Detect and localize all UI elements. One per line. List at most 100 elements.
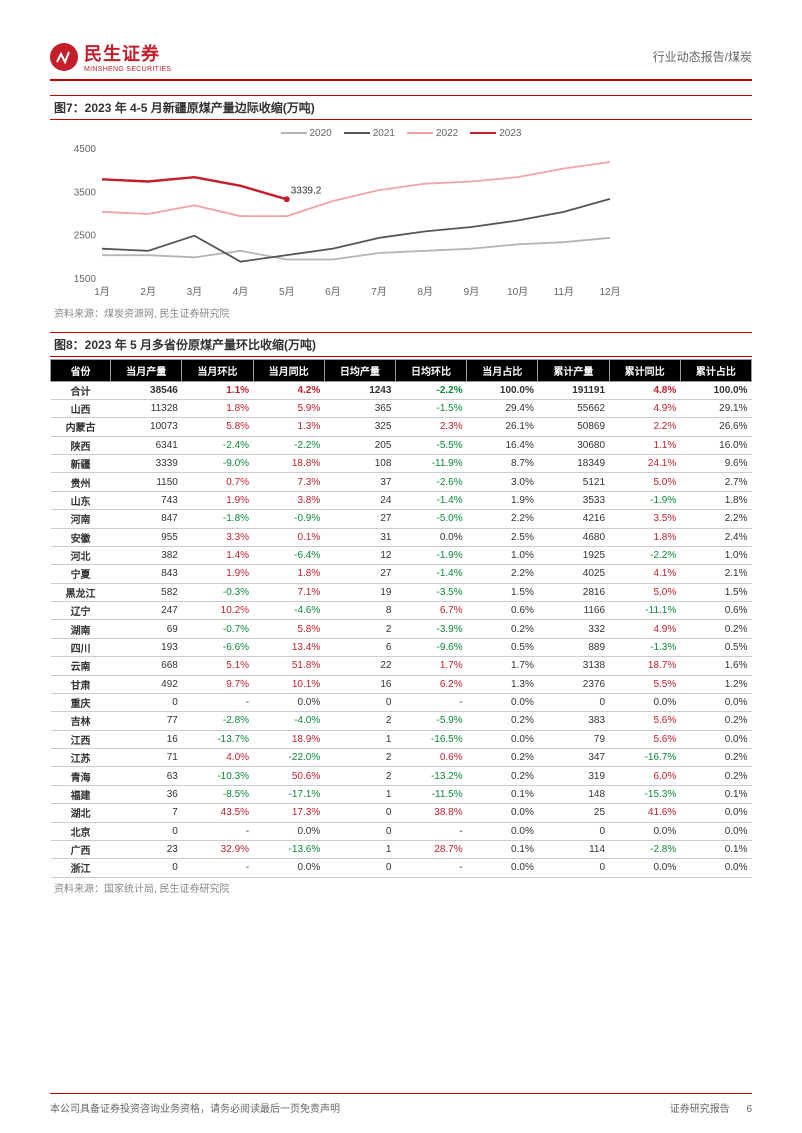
table-cell: 18.8% <box>253 455 324 473</box>
table-cell: 1925 <box>538 546 609 564</box>
table-cell: 0 <box>324 859 395 877</box>
table-cell: 0.5% <box>467 638 538 656</box>
table-cell: 福建 <box>51 785 111 803</box>
table-cell: 5.0% <box>609 473 680 491</box>
table-cell: 2.3% <box>395 418 466 436</box>
figure7-chart: 2020202120222023 15002500350045001月2月3月4… <box>50 120 752 303</box>
table-row: 北京0-0.0%0-0.0%00.0%0.0% <box>51 822 752 840</box>
table-cell: 1.8% <box>182 399 253 417</box>
legend-item: 2021 <box>344 128 395 139</box>
table-cell: 148 <box>538 785 609 803</box>
table-row: 湖南69-0.7%5.8%2-3.9%0.2%3324.9%0.2% <box>51 620 752 638</box>
table-cell: 新疆 <box>51 455 111 473</box>
table-cell: -5.5% <box>395 436 466 454</box>
table-cell: 1.3% <box>467 675 538 693</box>
table-row: 甘肃4929.7%10.1%166.2%1.3%23765.5%1.2% <box>51 675 752 693</box>
table-cell: 17.3% <box>253 804 324 822</box>
table-cell: 0.0% <box>609 822 680 840</box>
table-cell: -8.5% <box>182 785 253 803</box>
table-cell: 0 <box>324 822 395 840</box>
table-cell: 山西 <box>51 399 111 417</box>
table-cell: 24.1% <box>609 455 680 473</box>
table-cell: 63 <box>111 767 182 785</box>
table-cell: 37 <box>324 473 395 491</box>
table-cell: 0 <box>324 804 395 822</box>
svg-text:1月: 1月 <box>94 286 110 298</box>
table-cell: 0.0% <box>395 528 466 546</box>
legend-item: 2022 <box>407 128 458 139</box>
table-cell: -1.9% <box>609 491 680 509</box>
table-cell: 79 <box>538 730 609 748</box>
table-cell: 1.3% <box>253 418 324 436</box>
table-cell: 1.4% <box>182 546 253 564</box>
table-row: 重庆0-0.0%0-0.0%00.0%0.0% <box>51 693 752 711</box>
table-cell: 0.1% <box>680 785 751 803</box>
table-cell: -2.2% <box>395 381 466 399</box>
table-cell: -22.0% <box>253 749 324 767</box>
table-cell: 5.5% <box>609 675 680 693</box>
table-column-header: 累计占比 <box>680 359 751 381</box>
table-cell: 7.3% <box>253 473 324 491</box>
legend-item: 2020 <box>281 128 332 139</box>
table-cell: 5.6% <box>609 730 680 748</box>
table-cell: -17.1% <box>253 785 324 803</box>
table-cell: - <box>182 822 253 840</box>
table-cell: 0.2% <box>680 767 751 785</box>
table-column-header: 省份 <box>51 359 111 381</box>
table-cell: -4.0% <box>253 712 324 730</box>
table-cell: 0.0% <box>467 804 538 822</box>
table-cell: 1.5% <box>467 583 538 601</box>
table-cell: 0.0% <box>253 693 324 711</box>
table-cell: -2.6% <box>395 473 466 491</box>
table-cell: 6.2% <box>395 675 466 693</box>
table-column-header: 日均产量 <box>324 359 395 381</box>
table-cell: 0 <box>538 693 609 711</box>
table-cell: 2 <box>324 620 395 638</box>
table-cell: 湖南 <box>51 620 111 638</box>
table-cell: 743 <box>111 491 182 509</box>
table-cell: 1.9% <box>182 491 253 509</box>
table-cell: 10073 <box>111 418 182 436</box>
table-column-header: 当月占比 <box>467 359 538 381</box>
table-cell: 1 <box>324 730 395 748</box>
svg-text:2500: 2500 <box>74 230 97 241</box>
svg-text:9月: 9月 <box>464 286 480 298</box>
table-cell: 2.2% <box>467 510 538 528</box>
table-cell: 河北 <box>51 546 111 564</box>
table-cell: -11.5% <box>395 785 466 803</box>
table-cell: 0.0% <box>680 693 751 711</box>
table-cell: 0.6% <box>467 602 538 620</box>
table-cell: 383 <box>538 712 609 730</box>
table-cell: 4680 <box>538 528 609 546</box>
figure7-title: 图7：2023 年 4-5 月新疆原煤产量边际收缩(万吨) <box>50 95 752 120</box>
table-cell: 0.2% <box>680 712 751 730</box>
table-cell: 0 <box>111 693 182 711</box>
table-cell: -4.6% <box>253 602 324 620</box>
table-cell: 5.6% <box>609 712 680 730</box>
table-cell: 1 <box>324 785 395 803</box>
svg-text:1500: 1500 <box>74 274 97 285</box>
table-cell: 4025 <box>538 565 609 583</box>
table-cell: 0.1% <box>467 785 538 803</box>
page-number: 6 <box>746 1104 752 1115</box>
table-cell: 31 <box>324 528 395 546</box>
table-column-header: 当月产量 <box>111 359 182 381</box>
table-cell: 25 <box>538 804 609 822</box>
table-cell: 0 <box>111 822 182 840</box>
table-cell: 16.4% <box>467 436 538 454</box>
table-cell: 6 <box>324 638 395 656</box>
table-cell: 5.9% <box>253 399 324 417</box>
table-cell: 365 <box>324 399 395 417</box>
table-row: 云南6685.1%51.8%221.7%1.7%313818.7%1.6% <box>51 657 752 675</box>
table-cell: 843 <box>111 565 182 583</box>
table-cell: 2 <box>324 767 395 785</box>
table-cell: 贵州 <box>51 473 111 491</box>
table-cell: 3.8% <box>253 491 324 509</box>
table-cell: 湖北 <box>51 804 111 822</box>
table-cell: 0.0% <box>467 730 538 748</box>
table-cell: 4.0% <box>182 749 253 767</box>
table-cell: 2.5% <box>467 528 538 546</box>
table-cell: 43.5% <box>182 804 253 822</box>
table-cell: 0.0% <box>680 859 751 877</box>
table-cell: 0.6% <box>680 602 751 620</box>
